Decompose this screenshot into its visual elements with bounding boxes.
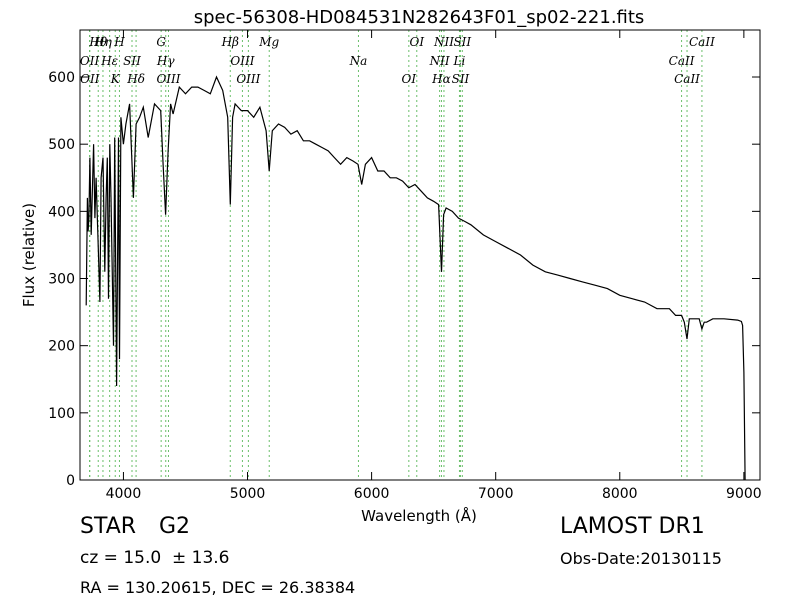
x-tick-label: 6000 <box>354 486 390 502</box>
x-tick-label: 5000 <box>230 486 266 502</box>
line-label: Mg <box>258 35 279 49</box>
line-label: NII <box>433 35 454 49</box>
survey-label: LAMOST DR1 <box>560 514 705 539</box>
line-label: SII <box>123 54 141 68</box>
line-label: SII <box>452 72 470 86</box>
line-label: OIII <box>156 72 180 86</box>
y-tick-label: 200 <box>48 339 75 355</box>
chart-title: spec-56308-HD084531N282643F01_sp02-221.f… <box>194 7 645 28</box>
line-label: Hγ <box>156 54 175 68</box>
x-tick-label: 8000 <box>602 486 638 502</box>
y-tick-label: 0 <box>66 473 75 489</box>
x-axis: 4000 5000 6000 7000 8000 9000 <box>106 30 762 502</box>
y-axis: 0 100 200 300 400 500 600 <box>48 70 760 489</box>
line-label: OII <box>80 72 100 86</box>
line-label: NII <box>429 54 450 68</box>
line-label: Hη <box>93 35 112 49</box>
line-label: Na <box>349 54 368 68</box>
line-label: OI <box>409 35 424 49</box>
line-label: Hδ <box>126 72 145 86</box>
y-tick-label: 500 <box>48 137 75 153</box>
spectrum-series-line <box>85 75 746 481</box>
line-label: Li <box>453 54 466 68</box>
y-tick-label: 300 <box>48 272 75 288</box>
line-label: OIII <box>236 72 260 86</box>
line-label: CaII <box>669 54 695 68</box>
subclass-label: G2 <box>159 514 191 539</box>
emission-line-markers <box>89 30 703 480</box>
line-label: CaII <box>674 72 700 86</box>
line-label: Hε <box>100 54 118 68</box>
line-label: Hα <box>431 72 451 86</box>
y-tick-label: 400 <box>48 204 75 220</box>
line-label: H <box>113 35 125 49</box>
object-class-label: STAR <box>80 514 137 539</box>
coordinates-text: RA = 130.20615, DEC = 26.38384 <box>80 578 356 597</box>
x-axis-label: Wavelength (Å) <box>361 506 477 525</box>
x-tick-label: 7000 <box>478 486 514 502</box>
line-label: OIII <box>230 54 254 68</box>
line-label: K <box>110 72 121 86</box>
x-tick-label: 9000 <box>726 486 762 502</box>
line-label: Hβ <box>221 35 239 49</box>
x-tick-label: 4000 <box>106 486 142 502</box>
y-tick-label: 100 <box>48 406 75 422</box>
line-label: CaII <box>689 35 715 49</box>
plot-frame <box>79 29 761 481</box>
y-tick-label: 600 <box>48 70 75 86</box>
line-label: SII <box>453 35 471 49</box>
redshift-text: cz = 15.0 ± 13.6 <box>80 548 230 568</box>
line-label: OII <box>80 54 100 68</box>
line-label: G <box>156 35 166 49</box>
y-axis-label: Flux (relative) <box>20 203 38 307</box>
line-label: Hθ <box>88 35 107 49</box>
line-label: OI <box>402 72 417 86</box>
emission-line-labels: Hθ OII OII Hη Hε K H SII Hδ G Hγ OIII Hβ OIII OIII Mg Na… <box>80 35 715 86</box>
obs-date-text: Obs-Date:20130115 <box>560 549 722 568</box>
